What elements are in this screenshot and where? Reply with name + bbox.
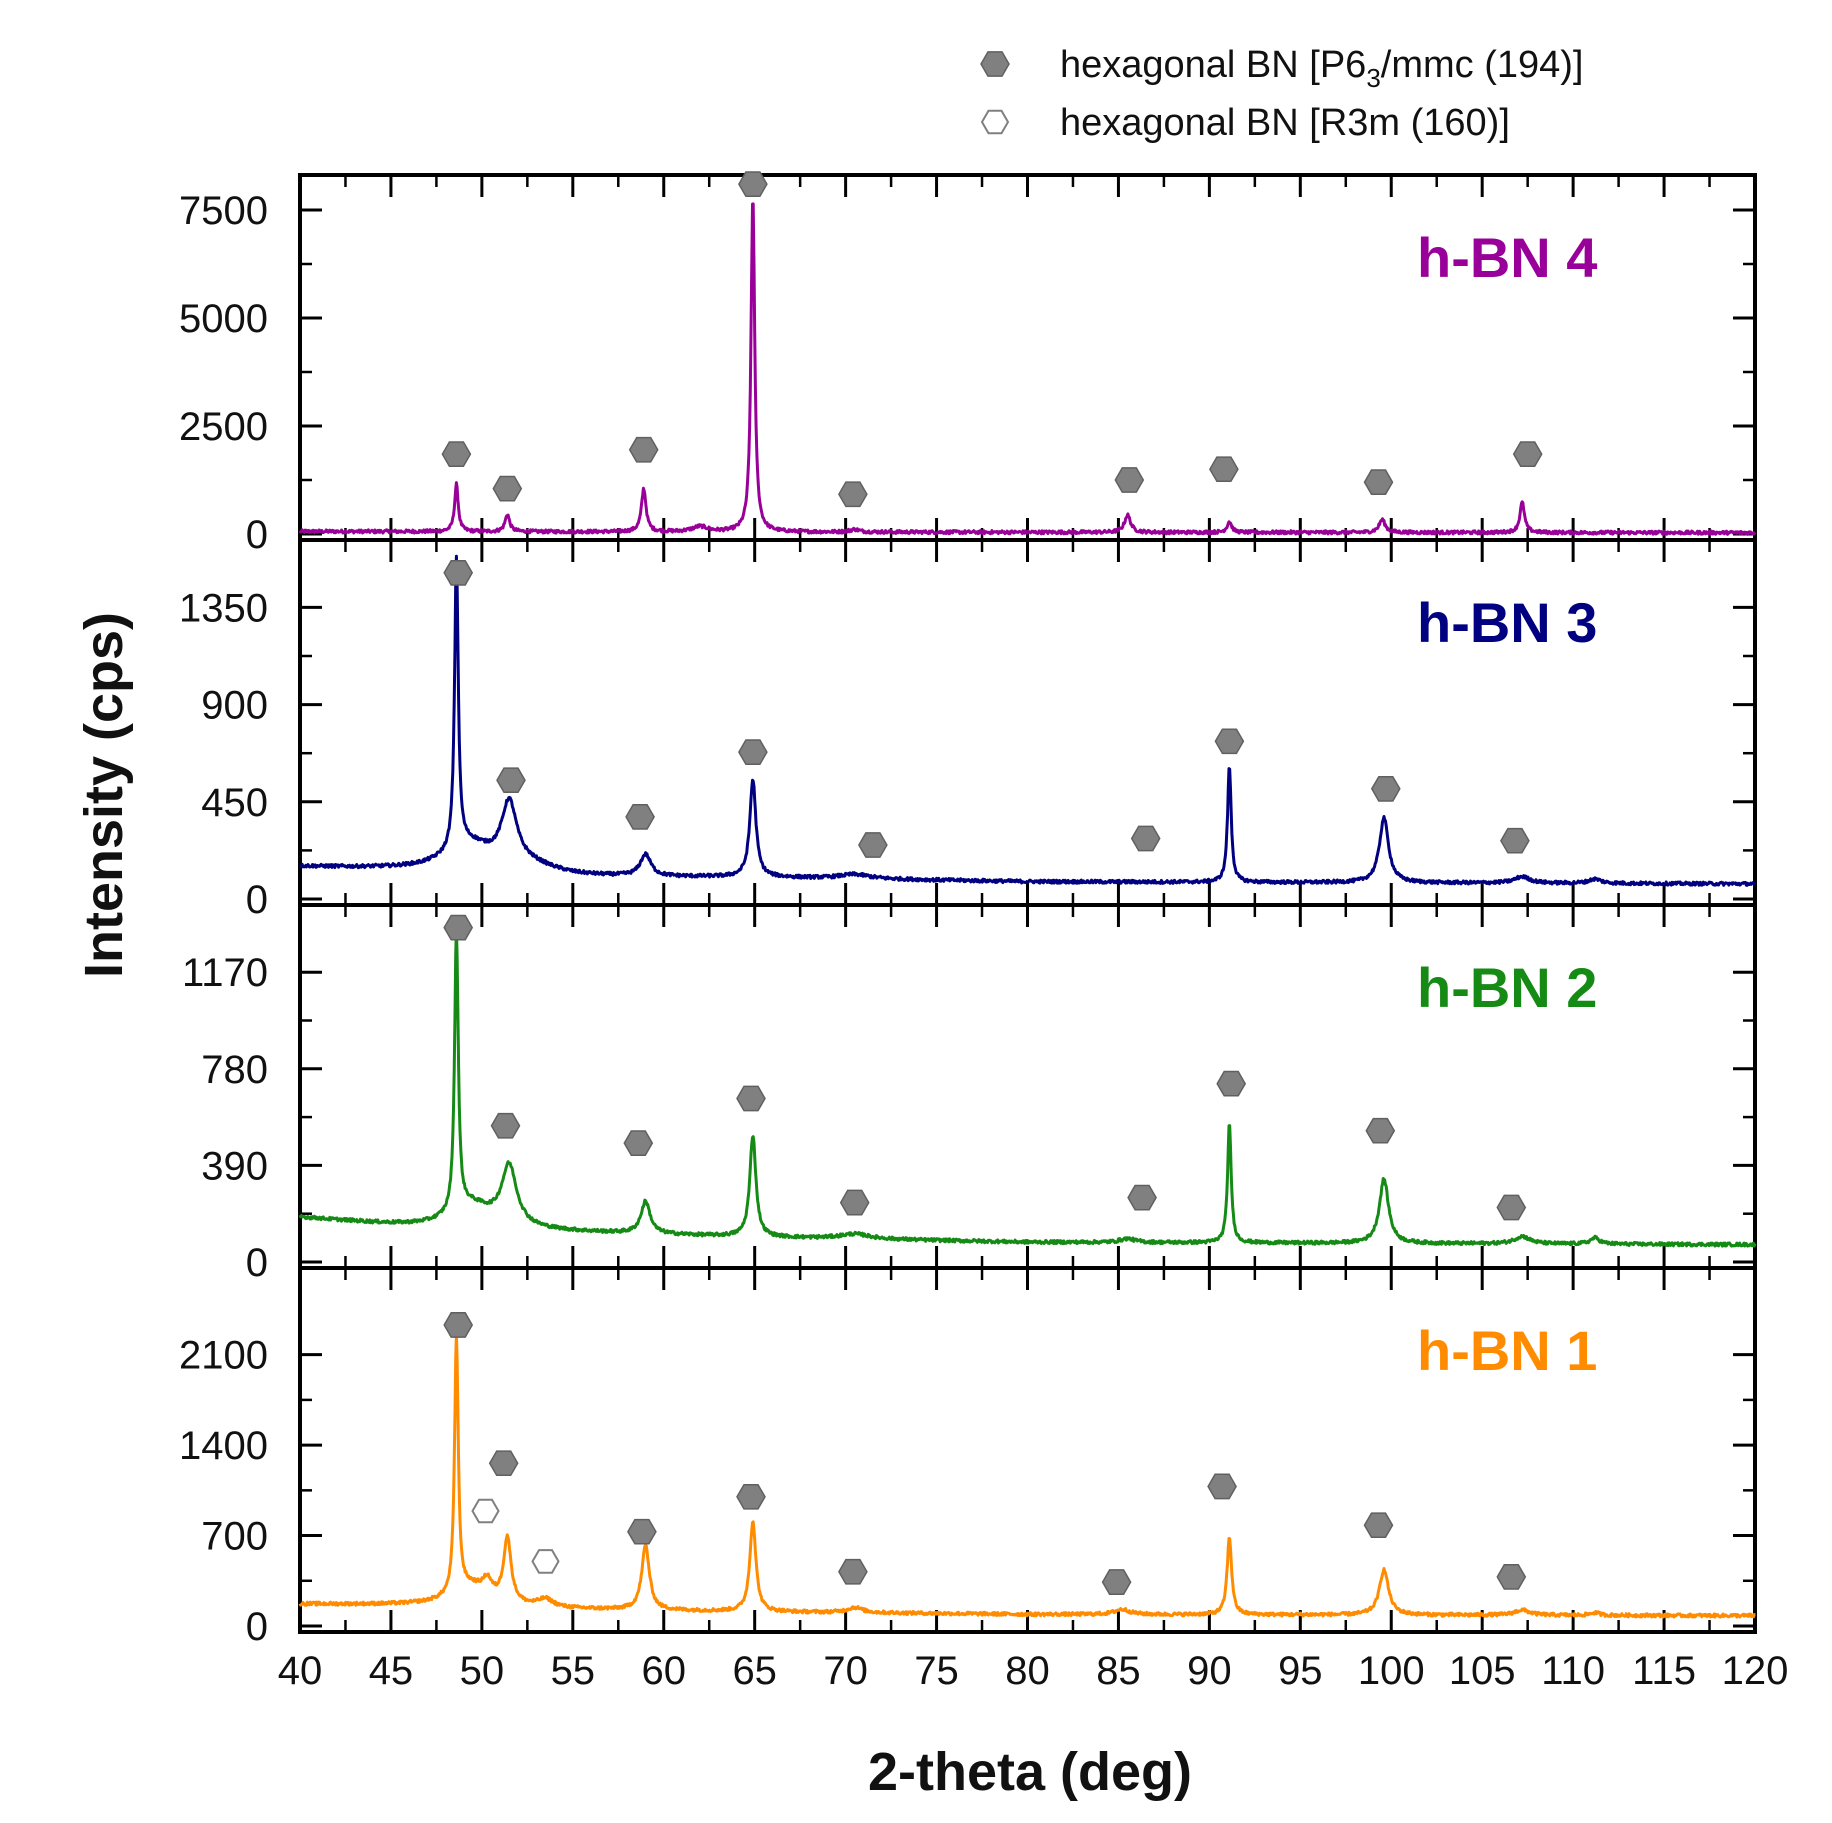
legend-label-r3m: hexagonal BN [R3m (160)] <box>1060 102 1510 144</box>
series-line-h-bn-4 <box>298 202 1757 536</box>
peak-marker-p63mmc <box>1101 1569 1132 1595</box>
panels: 0 2500 5000 7500 h-BN 4 0 450 900 1350 h-BN 3 0 390… <box>179 171 1757 1649</box>
x-tick-label: 60 <box>642 1649 687 1693</box>
y-tick-label: 0 <box>246 1241 268 1285</box>
peak-marker-p63mmc <box>736 1085 766 1112</box>
x-tick-label: 65 <box>732 1649 777 1693</box>
peak-marker-p63mmc <box>443 914 474 941</box>
y-tick-label: 2500 <box>179 405 268 449</box>
y-tick-label: 2100 <box>179 1334 268 1378</box>
peak-marker-p63mmc <box>839 1189 870 1216</box>
series-line-h-bn-3 <box>299 554 1757 887</box>
peak-marker-p63mmc <box>738 171 768 197</box>
legend-marker-open-hexagon <box>980 109 1010 135</box>
panel-1-group: 0 700 1400 2100 h-BN 1 <box>179 1266 1757 1649</box>
x-tick-label: 115 <box>1632 1649 1696 1693</box>
y-tick-label: 7500 <box>179 189 268 233</box>
peak-marker-p63mmc <box>738 739 768 765</box>
peak-marker-p63mmc <box>443 559 474 586</box>
peak-marker-p63mmc <box>736 1483 766 1510</box>
peak-marker-p63mmc <box>1214 728 1245 755</box>
x-tick-label: 75 <box>914 1649 959 1693</box>
peak-marker-p63mmc <box>838 481 868 508</box>
panel-label: h-BN 1 <box>1417 1319 1597 1382</box>
x-axis-title: 2-theta (deg) <box>868 1742 1192 1802</box>
peak-marker-p63mmc <box>443 1312 474 1338</box>
legend-marker-filled-hexagon <box>980 51 1010 77</box>
panel-label: h-BN 2 <box>1417 956 1597 1019</box>
panel-2-group: 0 390 780 1170 h-BN 2 <box>182 903 1757 1285</box>
peak-marker-p63mmc <box>628 436 659 463</box>
y-tick-label: 450 <box>201 781 268 825</box>
peak-marker-r3m <box>531 1549 560 1574</box>
series-line-h-bn-2 <box>298 925 1757 1248</box>
y-tick-label: 780 <box>201 1048 268 1092</box>
peak-marker-p63mmc <box>1363 1512 1394 1539</box>
peak-marker-p63mmc <box>1363 469 1394 496</box>
peak-marker-p63mmc <box>838 1558 868 1585</box>
peak-marker-p63mmc <box>627 1518 657 1545</box>
peak-marker-p63mmc <box>623 1130 654 1156</box>
peak-marker-p63mmc <box>496 767 526 794</box>
peak-marker-p63mmc <box>441 441 472 467</box>
x-tick-label: 40 <box>278 1649 323 1693</box>
peak-marker-p63mmc <box>1370 775 1401 802</box>
peak-marker-p63mmc <box>1496 1564 1527 1590</box>
peak-marker-p63mmc <box>1500 827 1530 854</box>
y-tick-label: 0 <box>246 878 268 922</box>
peak-marker-p63mmc <box>1207 1473 1237 1500</box>
panel-label: h-BN 3 <box>1417 591 1597 654</box>
x-tick-label: 90 <box>1187 1649 1232 1693</box>
y-tick-label: 900 <box>201 684 268 728</box>
y-tick-label: 1400 <box>179 1424 268 1468</box>
panel-3-group: 0 450 900 1350 h-BN 3 <box>179 538 1757 922</box>
peak-marker-p63mmc <box>1496 1194 1527 1221</box>
peak-marker-p63mmc <box>488 1450 519 1477</box>
peak-marker-p63mmc <box>1130 825 1161 852</box>
y-tick-label: 1350 <box>179 586 268 630</box>
peak-marker-p63mmc <box>492 475 523 502</box>
peak-marker-p63mmc <box>1216 1070 1247 1097</box>
y-tick-label: 5000 <box>179 297 268 341</box>
series-line-h-bn-1 <box>298 1332 1756 1619</box>
x-tick-label: 70 <box>823 1649 868 1693</box>
legend: hexagonal BN [P63/mmc (194)] hexagonal B… <box>980 44 1584 144</box>
x-tick-label: 55 <box>551 1649 596 1693</box>
x-tick-label: 100 <box>1358 1649 1425 1693</box>
x-tick-label: 45 <box>369 1649 414 1693</box>
peak-marker-p63mmc <box>1365 1117 1396 1144</box>
legend-label-p63mmc: hexagonal BN [P63/mmc (194)] <box>1060 44 1584 93</box>
x-tick-label: 85 <box>1096 1649 1141 1693</box>
x-tick-label: 120 <box>1722 1649 1789 1693</box>
y-tick-label: 0 <box>246 1605 268 1649</box>
y-tick-label: 700 <box>201 1515 268 1559</box>
peak-marker-p63mmc <box>858 832 888 858</box>
y-tick-label: 1170 <box>182 951 268 995</box>
peak-marker-p63mmc <box>1127 1184 1157 1211</box>
peak-marker-p63mmc <box>1209 456 1239 483</box>
x-tick-label: 80 <box>1005 1649 1050 1693</box>
x-tick-label: 105 <box>1449 1649 1516 1693</box>
x-tick-label: 95 <box>1278 1649 1323 1693</box>
peak-marker-r3m <box>471 1498 500 1524</box>
peak-marker-p63mmc <box>1114 467 1145 493</box>
y-axis-title: Intensity (cps) <box>74 612 134 978</box>
x-tick-label: 110 <box>1541 1649 1605 1693</box>
y-tick-label: 390 <box>201 1144 268 1188</box>
peak-marker-p63mmc <box>625 804 655 830</box>
x-axis: 40 45 50 55 60 65 70 75 80 85 90 95 100 105 110 115 120 <box>278 1649 1789 1693</box>
x-tick-label: 50 <box>460 1649 505 1693</box>
peak-marker-p63mmc <box>1512 441 1543 467</box>
peak-marker-p63mmc <box>490 1112 521 1139</box>
y-tick-label: 0 <box>246 513 268 557</box>
panel-label: h-BN 4 <box>1417 226 1597 289</box>
